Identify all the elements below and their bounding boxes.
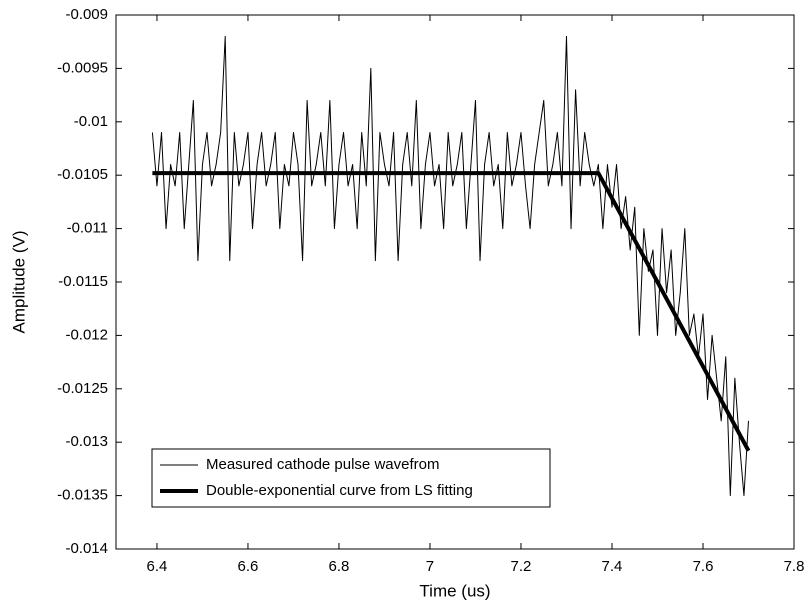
y-tick-label: -0.012: [65, 326, 108, 343]
legend-label: Measured cathode pulse wavefrom: [206, 456, 439, 473]
y-tick-label: -0.0135: [57, 487, 108, 504]
x-tick-label: 6.8: [329, 558, 350, 575]
y-tick-label: -0.014: [65, 540, 108, 557]
data-line: [152, 171, 751, 452]
y-tick-label: -0.011: [67, 220, 108, 237]
x-tick-label: 6.6: [238, 558, 259, 575]
y-tick-label: -0.0095: [57, 59, 108, 76]
x-tick-label: 7.8: [784, 558, 805, 575]
y-tick-label: -0.009: [65, 6, 108, 23]
x-axis-label: Time (us): [419, 581, 490, 600]
x-tick-label: 7.2: [511, 558, 532, 575]
x-tick-label: 6.4: [147, 558, 168, 575]
y-tick-label: -0.0115: [58, 273, 108, 290]
y-tick-label: -0.0125: [57, 380, 108, 397]
y-tick-label: -0.0105: [57, 166, 108, 183]
y-tick-label: -0.01: [74, 113, 108, 130]
x-tick-label: 7: [426, 558, 434, 575]
y-axis-label: Amplitude (V): [9, 231, 28, 334]
x-tick-label: 7.4: [602, 558, 623, 575]
y-tick-label: -0.013: [65, 433, 108, 450]
x-tick-label: 7.6: [693, 558, 714, 575]
legend-label: Double-exponential curve from LS fitting: [206, 482, 473, 499]
legend-box: [151, 448, 551, 508]
